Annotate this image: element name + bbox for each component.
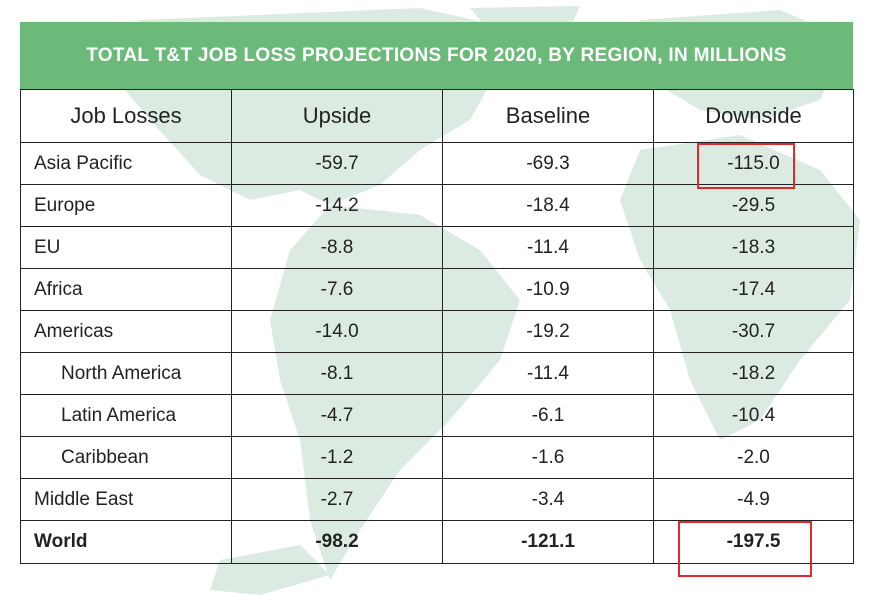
downside-value: -18.3 xyxy=(653,226,854,269)
upside-value: -8.1 xyxy=(231,352,443,395)
upside-value: -7.6 xyxy=(231,268,443,311)
downside-value: -29.5 xyxy=(653,184,854,227)
upside-value: -14.0 xyxy=(231,310,443,353)
table-row-africa: Africa -7.6 -10.9 -17.4 xyxy=(20,268,854,311)
row-label: Europe xyxy=(20,184,232,227)
upside-value: -2.7 xyxy=(231,478,443,521)
highlight-box-world-downside xyxy=(678,521,812,577)
baseline-value: -10.9 xyxy=(442,268,654,311)
job-loss-table: Job Losses Upside Baseline Downside Asia… xyxy=(20,89,854,564)
upside-value: -59.7 xyxy=(231,142,443,185)
table-row-latin-america: Latin America -4.7 -6.1 -10.4 xyxy=(20,394,854,437)
row-label: Caribbean xyxy=(20,436,232,479)
upside-value: -1.2 xyxy=(231,436,443,479)
highlight-box-asia-pacific-downside xyxy=(697,143,795,189)
table-title: TOTAL T&T JOB LOSS PROJECTIONS FOR 2020,… xyxy=(20,22,853,89)
downside-value: -17.4 xyxy=(653,268,854,311)
job-loss-table-container: TOTAL T&T JOB LOSS PROJECTIONS FOR 2020,… xyxy=(20,22,854,564)
table-row-eu: EU -8.8 -11.4 -18.3 xyxy=(20,226,854,269)
baseline-value: -69.3 xyxy=(442,142,654,185)
table-row-middle-east: Middle East -2.7 -3.4 -4.9 xyxy=(20,478,854,521)
row-label: World xyxy=(20,520,232,564)
row-label: Asia Pacific xyxy=(20,142,232,185)
baseline-value: -121.1 xyxy=(442,520,654,564)
column-header-baseline: Baseline xyxy=(442,89,654,143)
column-header-upside: Upside xyxy=(231,89,443,143)
row-label: Middle East xyxy=(20,478,232,521)
row-label: Africa xyxy=(20,268,232,311)
downside-value: -4.9 xyxy=(653,478,854,521)
baseline-value: -18.4 xyxy=(442,184,654,227)
column-header-job-losses: Job Losses xyxy=(20,89,232,143)
table-header-row: Job Losses Upside Baseline Downside xyxy=(20,89,854,143)
baseline-value: -19.2 xyxy=(442,310,654,353)
upside-value: -4.7 xyxy=(231,394,443,437)
row-label: EU xyxy=(20,226,232,269)
table-row-north-america: North America -8.1 -11.4 -18.2 xyxy=(20,352,854,395)
baseline-value: -11.4 xyxy=(442,226,654,269)
table-row-caribbean: Caribbean -1.2 -1.6 -2.0 xyxy=(20,436,854,479)
upside-value: -14.2 xyxy=(231,184,443,227)
baseline-value: -3.4 xyxy=(442,478,654,521)
row-label: Latin America xyxy=(20,394,232,437)
row-label: Americas xyxy=(20,310,232,353)
column-header-downside: Downside xyxy=(653,89,854,143)
upside-value: -8.8 xyxy=(231,226,443,269)
table-row-americas: Americas -14.0 -19.2 -30.7 xyxy=(20,310,854,353)
upside-value: -98.2 xyxy=(231,520,443,564)
row-label: North America xyxy=(20,352,232,395)
downside-value: -10.4 xyxy=(653,394,854,437)
baseline-value: -1.6 xyxy=(442,436,654,479)
baseline-value: -6.1 xyxy=(442,394,654,437)
baseline-value: -11.4 xyxy=(442,352,654,395)
downside-value: -2.0 xyxy=(653,436,854,479)
table-row-europe: Europe -14.2 -18.4 -29.5 xyxy=(20,184,854,227)
downside-value: -18.2 xyxy=(653,352,854,395)
downside-value: -30.7 xyxy=(653,310,854,353)
table-row-world-total: World -98.2 -121.1 -197.5 xyxy=(20,520,854,564)
